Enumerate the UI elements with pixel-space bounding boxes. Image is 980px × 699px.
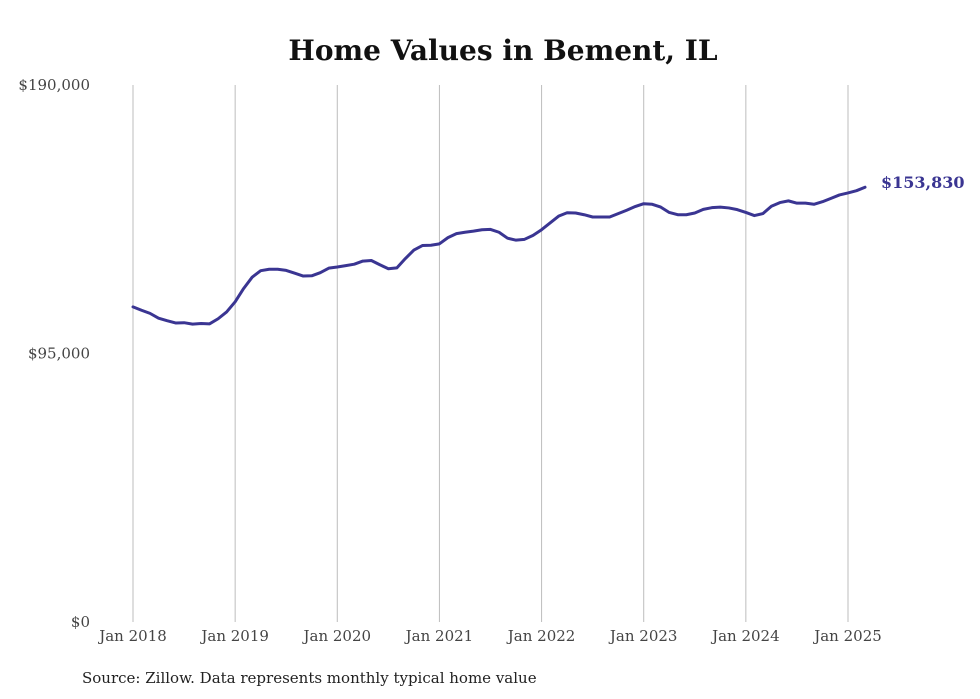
series-line [131, 185, 867, 326]
x-tick-label: Jan 2022 [506, 627, 576, 645]
grid-lines [132, 85, 849, 622]
end-value-label: $153,830 [881, 173, 965, 192]
x-tick-label: Jan 2018 [97, 627, 167, 645]
y-tick-label: $190,000 [18, 76, 90, 94]
source-note: Source: Zillow. Data represents monthly … [82, 669, 537, 687]
x-axis-ticks: Jan 2018 Jan 2019 Jan 2020 Jan 2021 Jan 2022… [97, 627, 882, 645]
x-tick-label: Jan 2025 [812, 627, 882, 645]
y-tick-label: $0 [71, 613, 90, 631]
chart-title: Home Values in Bement, IL [288, 34, 717, 67]
y-axis-ticks: $0 $95,000 $190,000 [18, 76, 90, 631]
x-tick-label: Jan 2019 [199, 627, 269, 645]
x-tick-label: Jan 2023 [608, 627, 678, 645]
x-tick-label: Jan 2021 [404, 627, 474, 645]
x-tick-label: Jan 2024 [710, 627, 780, 645]
y-tick-label: $95,000 [28, 345, 90, 363]
x-tick-label: Jan 2020 [302, 627, 372, 645]
